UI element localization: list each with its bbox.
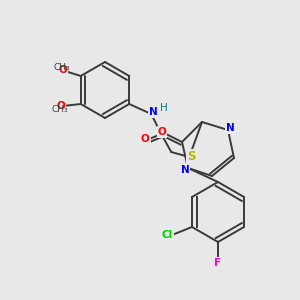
Text: O: O [141,134,150,144]
Text: O: O [58,65,67,75]
Text: O: O [158,127,166,137]
Text: N: N [181,165,189,175]
Text: H: H [160,103,168,113]
Text: N: N [149,107,158,117]
Text: O: O [56,101,65,111]
Text: Cl: Cl [161,230,172,240]
Text: N: N [226,123,234,133]
Text: CH₃: CH₃ [52,104,68,113]
Text: S: S [187,151,196,164]
Text: CH₃: CH₃ [54,62,70,71]
Text: F: F [214,258,222,268]
